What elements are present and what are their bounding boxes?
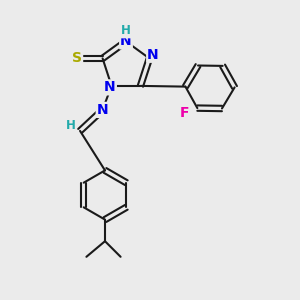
Text: N: N	[104, 80, 116, 94]
Text: F: F	[180, 106, 190, 120]
Text: S: S	[72, 51, 82, 65]
Text: N: N	[97, 103, 108, 117]
Text: N: N	[147, 48, 159, 62]
Text: H: H	[66, 119, 76, 132]
Text: N: N	[120, 34, 132, 48]
Text: H: H	[121, 24, 131, 38]
